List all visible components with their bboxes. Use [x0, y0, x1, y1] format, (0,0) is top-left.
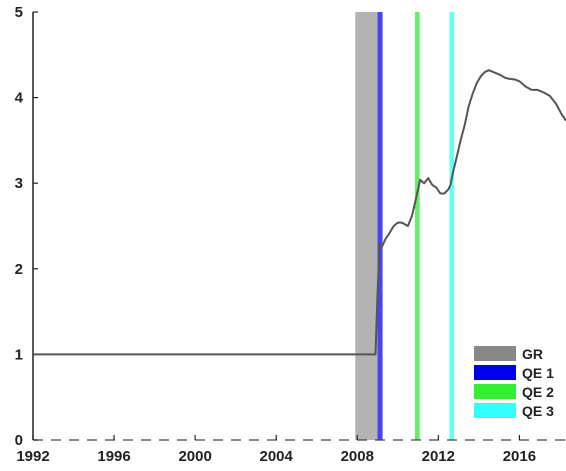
event-band-gr — [355, 12, 378, 440]
legend-swatch — [474, 346, 516, 361]
legend-swatch — [474, 384, 516, 399]
legend-swatch — [474, 403, 516, 418]
y-tick-label: 2 — [15, 261, 23, 278]
y-tick-label: 1 — [15, 346, 23, 363]
legend-label: GR — [522, 346, 543, 362]
x-tick-label: 2008 — [341, 448, 374, 465]
x-tick-label: 1996 — [97, 448, 130, 465]
x-tick-label: 2016 — [503, 448, 536, 465]
x-ticks: 1992 1996 2000 2004 2008 2012 2016 — [16, 435, 536, 465]
x-tick-label: 1992 — [16, 448, 49, 465]
y-tick-label: 3 — [15, 175, 23, 192]
legend-label: QE 3 — [522, 403, 554, 419]
y-tick-label: 4 — [15, 90, 24, 107]
x-tick-label: 2012 — [422, 448, 455, 465]
event-band-qe2 — [415, 12, 420, 440]
y-ticks: 0 1 2 3 4 5 — [15, 4, 38, 449]
y-tick-label: 5 — [15, 4, 23, 21]
legend-label: QE 1 — [522, 365, 554, 381]
x-tick-label: 2004 — [260, 448, 294, 465]
series — [33, 69, 566, 356]
axes — [32, 12, 566, 441]
event-band-qe3 — [449, 12, 455, 440]
event-bands — [355, 12, 455, 440]
legend: GR QE 1 QE 2 QE 3 — [474, 346, 554, 419]
legend-swatch — [474, 365, 516, 380]
y-tick-label: 0 — [15, 432, 23, 449]
x-tick-label: 2000 — [178, 448, 211, 465]
event-band-qe1 — [377, 12, 383, 440]
legend-label: QE 2 — [522, 384, 554, 400]
series-line — [33, 69, 566, 356]
